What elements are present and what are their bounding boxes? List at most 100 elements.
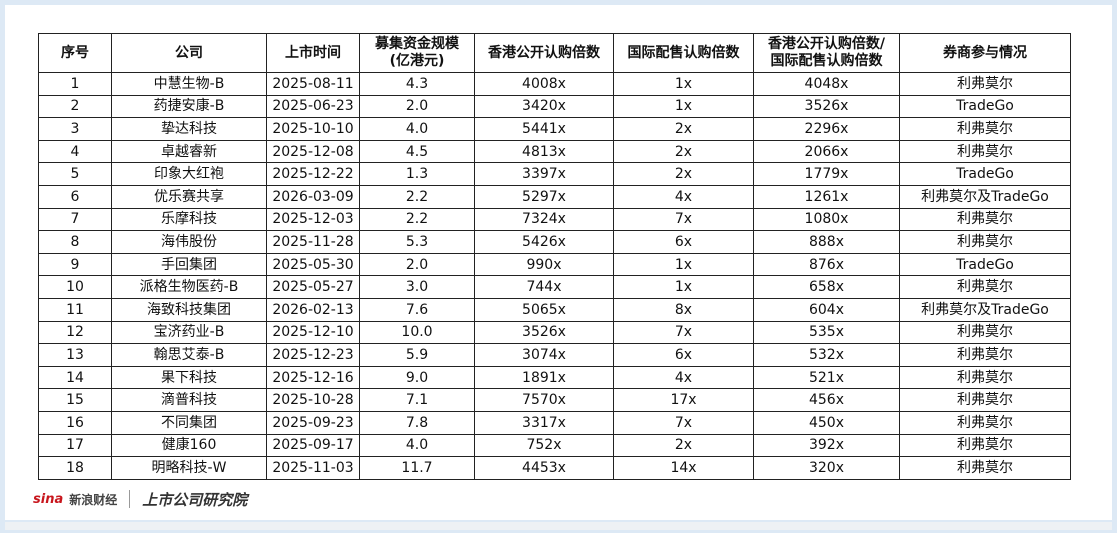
table-cell: 17x: [613, 388, 754, 412]
table-cell: 658x: [753, 275, 900, 299]
table-cell: 3526x: [753, 94, 900, 119]
table-cell: 乐摩科技: [111, 207, 267, 232]
table-cell: 1080x: [753, 207, 900, 232]
table-cell: 中慧生物-B: [111, 72, 267, 96]
table-cell: 滴普科技: [111, 388, 267, 412]
table-cell: 15: [38, 388, 112, 412]
table-cell: 14x: [613, 456, 754, 480]
table-cell: 挚达科技: [111, 117, 267, 141]
table-row: 12 宝济药业-B 2025-12-10 10.0 3526x 7x 535x 利弗莫尔: [38, 320, 1071, 345]
header-line: 募集资金规模: [375, 36, 459, 52]
footer: sina 新浪财经 上市公司研究院: [33, 487, 247, 511]
table-cell: 9: [38, 252, 112, 277]
table-cell: 利弗莫尔及TradeGo: [899, 184, 1071, 209]
table-cell: 2.2: [359, 207, 475, 232]
header-cell: 券商参与情况: [899, 33, 1071, 73]
table-cell: 利弗莫尔: [899, 139, 1071, 164]
table-cell: 752x: [474, 433, 614, 458]
table-cell: 6: [38, 184, 112, 209]
bottom-strip: [5, 522, 1112, 530]
table-cell: 10: [38, 275, 112, 299]
table-cell: 6x: [613, 230, 754, 254]
table-cell: 海伟股份: [111, 230, 267, 254]
table-cell: 2025-11-28: [266, 230, 360, 254]
table-row: 7 乐摩科技 2025-12-03 2.2 7324x 7x 1080x 利弗莫尔: [38, 207, 1071, 232]
table-cell: 海致科技集团: [111, 297, 267, 322]
table-cell: 2026-02-13: [266, 297, 360, 322]
table-cell: 2025-12-22: [266, 162, 360, 186]
table-row: 14 果下科技 2025-12-16 9.0 1891x 4x 521x 利弗莫尔: [38, 365, 1071, 390]
table-cell: 7.8: [359, 410, 475, 435]
header-line: 国际配售认购倍数: [770, 53, 883, 69]
table-cell: 利弗莫尔: [899, 320, 1071, 345]
table-row: 15 滴普科技 2025-10-28 7.1 7570x 17x 456x 利弗莫尔: [38, 388, 1071, 412]
header-cell: 上市时间: [266, 33, 360, 73]
table-cell: 456x: [753, 388, 900, 412]
table-cell: 4813x: [474, 139, 614, 164]
table-row: 11 海致科技集团 2026-02-13 7.6 5065x 8x 604x 利弗莫尔及Tra…: [38, 297, 1071, 322]
logo-name: 新浪财经: [69, 492, 118, 507]
table-cell: 4.3: [359, 72, 475, 96]
table-cell: 2296x: [753, 117, 900, 141]
logo-latin: sina: [33, 491, 64, 507]
table-cell: 4048x: [753, 72, 900, 96]
table-cell: 利弗莫尔: [899, 230, 1071, 254]
table-cell: 4x: [613, 184, 754, 209]
table-cell: 果下科技: [111, 365, 267, 390]
header-line: 香港公开认购倍数/: [767, 36, 886, 52]
table-cell: 4.0: [359, 433, 475, 458]
table-cell: 604x: [753, 297, 900, 322]
table-cell: 5426x: [474, 230, 614, 254]
table-cell: 利弗莫尔: [899, 433, 1071, 458]
table-cell: 利弗莫尔: [899, 343, 1071, 367]
institute: 上市公司研究院: [142, 490, 248, 509]
table-cell: 2025-11-03: [266, 456, 360, 480]
table-cell: 利弗莫尔: [899, 388, 1071, 412]
table-row: 10 派格生物医药-B 2025-05-27 3.0 744x 1x 658x 利弗莫尔: [38, 275, 1071, 299]
table-cell: 8: [38, 230, 112, 254]
table-cell: 1x: [613, 94, 754, 119]
table-cell: 2025-09-17: [266, 433, 360, 458]
separator: [129, 490, 131, 508]
table-row: 9 手回集团 2025-05-30 2.0 990x 1x 876x TradeGo: [38, 252, 1071, 277]
data-table: 序号 公司 上市时间 募集资金规模 (亿港元) 香港公开认购倍数 国际配售认购倍数 香港公开认…: [38, 33, 1071, 480]
table-cell: 8x: [613, 297, 754, 322]
table-cell: 9.0: [359, 365, 475, 390]
table-cell: 2025-12-08: [266, 139, 360, 164]
table-cell: 2.2: [359, 184, 475, 209]
table-cell: 翰思艾泰-B: [111, 343, 267, 367]
table-cell: 7x: [613, 410, 754, 435]
table-cell: 2x: [613, 162, 754, 186]
table-cell: 1: [38, 72, 112, 96]
table-cell: 利弗莫尔: [899, 456, 1071, 480]
table-body: 1 中慧生物-B 2025-08-11 4.3 4008x 1x 4048x 利弗莫尔 2 药捷安…: [38, 72, 1071, 480]
table-row: 5 印象大红袍 2025-12-22 1.3 3397x 2x 1779x TradeGo: [38, 162, 1071, 186]
table-cell: 16: [38, 410, 112, 435]
table-cell: 3.0: [359, 275, 475, 299]
table-cell: 2025-09-23: [266, 410, 360, 435]
table-cell: 2025-06-23: [266, 94, 360, 119]
table-row: 1 中慧生物-B 2025-08-11 4.3 4008x 1x 4048x 利弗莫尔: [38, 72, 1071, 96]
table-cell: 卓越睿新: [111, 139, 267, 164]
table-cell: 888x: [753, 230, 900, 254]
table-cell: 11.7: [359, 456, 475, 480]
table-cell: 利弗莫尔: [899, 117, 1071, 141]
table-cell: 990x: [474, 252, 614, 277]
table-cell: 10.0: [359, 320, 475, 345]
table-cell: 2025-10-28: [266, 388, 360, 412]
table-cell: 17: [38, 433, 112, 458]
table-cell: TradeGo: [899, 94, 1071, 119]
table-cell: 7324x: [474, 207, 614, 232]
table-cell: 3: [38, 117, 112, 141]
table-cell: TradeGo: [899, 252, 1071, 277]
table-cell: 7.6: [359, 297, 475, 322]
table-cell: 药捷安康-B: [111, 94, 267, 119]
table-cell: 535x: [753, 320, 900, 345]
table-cell: 7570x: [474, 388, 614, 412]
header-cell: 香港公开认购倍数/国际配售认购倍数: [753, 33, 900, 73]
table-cell: 宝济药业-B: [111, 320, 267, 345]
header-line: (亿港元): [389, 53, 445, 69]
table-cell: 1x: [613, 72, 754, 96]
table-cell: 450x: [753, 410, 900, 435]
table-cell: 12: [38, 320, 112, 345]
